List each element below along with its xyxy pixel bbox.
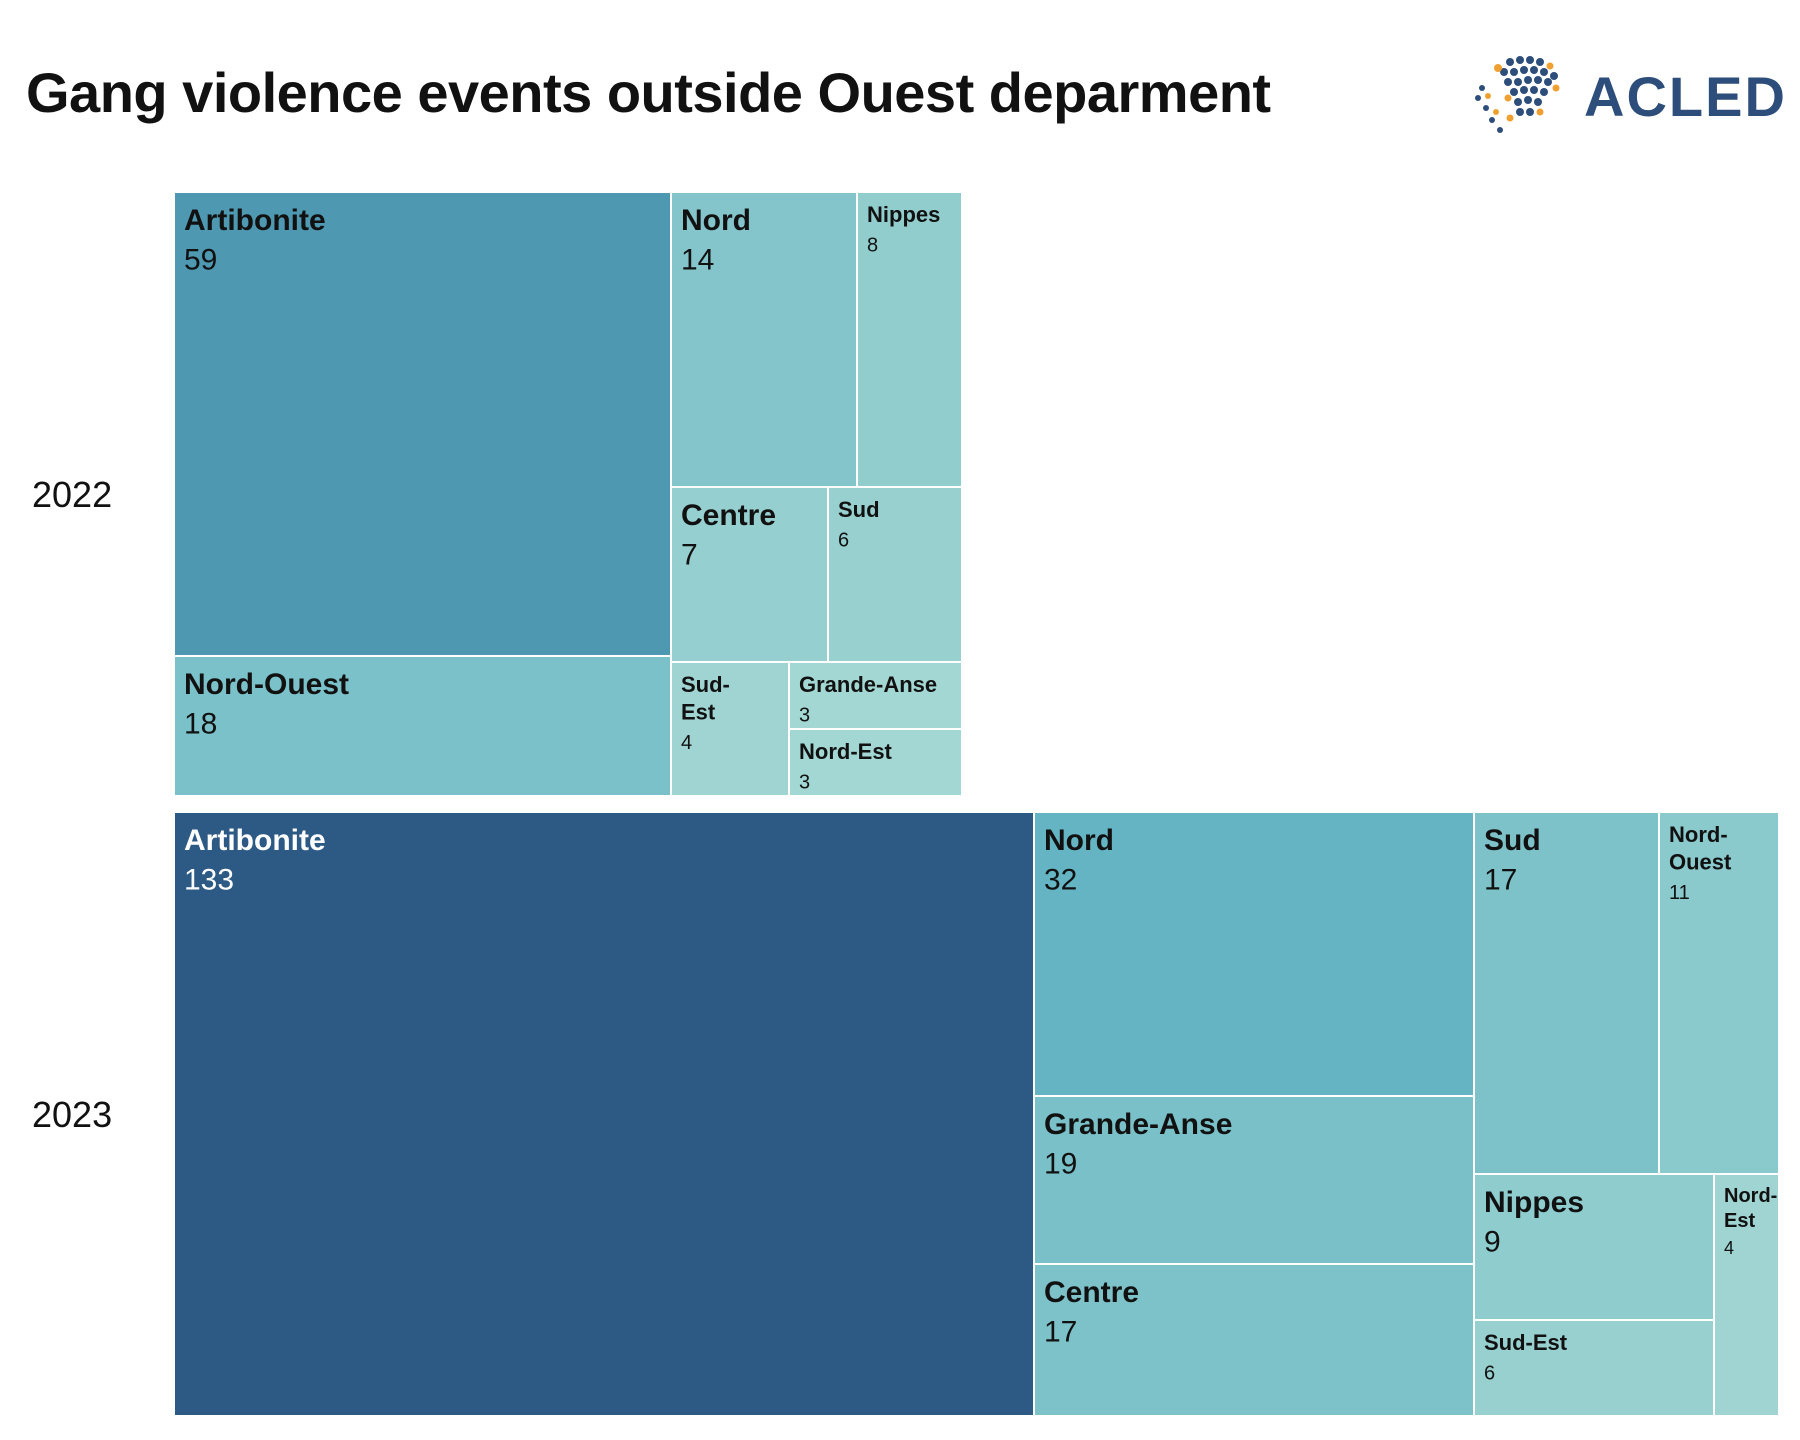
- cell-label: Nord-Ouest: [184, 668, 349, 701]
- cell-value: 4: [1724, 1238, 1734, 1258]
- treemap-rect: [1473, 811, 1660, 1175]
- cell-value: 7: [681, 539, 698, 572]
- cell-value: 6: [838, 530, 849, 552]
- treemap-cell-2022-nord-ouest: Nord-Ouest 18: [173, 655, 672, 797]
- treemap-rect: [173, 191, 672, 657]
- cell-value: 32: [1044, 864, 1077, 897]
- treemap-cell-2023-nord-est: Nord- Est 4: [1713, 1173, 1780, 1417]
- treemap-rect: [1473, 1173, 1715, 1321]
- treemap-cell-2023-centre: Centre 17: [1033, 1263, 1475, 1417]
- treemap-rect: [856, 191, 963, 488]
- acled-logo: ACLED: [1458, 48, 1788, 144]
- cell-label: Sud: [838, 497, 880, 522]
- cell-value: 18: [184, 708, 217, 741]
- treemap-rect: [670, 191, 858, 488]
- cell-value: 59: [184, 244, 217, 277]
- treemap-rect: [788, 661, 963, 730]
- cell-label: Nord-: [1724, 1185, 1777, 1207]
- treemap-cell-2023-grande-anse: Grande-Anse 19: [1033, 1095, 1475, 1265]
- treemap-cell-2022-nord-est: Nord-Est 3: [788, 728, 963, 797]
- treemap-cell-2022-nord: Nord 14: [670, 191, 858, 488]
- treemap-cell-2022-sud: Sud 6: [827, 486, 963, 663]
- group-label-2023: 2023: [32, 1094, 113, 1135]
- cell-value: 11: [1669, 882, 1690, 904]
- treemap-cell-2022-grande-anse: Grande-Anse 3: [788, 661, 963, 730]
- treemap-rect: [788, 728, 963, 797]
- cell-label: Nippes: [867, 202, 940, 227]
- cell-value: 3: [799, 772, 810, 794]
- treemap-cell-2023-nord: Nord 32: [1033, 811, 1475, 1097]
- cell-value: 9: [1484, 1226, 1501, 1259]
- cell-label: Ouest: [1669, 850, 1732, 875]
- treemap-cell-2023-sud-est: Sud-Est 6: [1473, 1319, 1715, 1417]
- treemap-cell-2022-sud-est: Sud- Est 4: [670, 661, 790, 797]
- cell-label: Sud: [1484, 824, 1541, 857]
- cell-label: Est: [681, 700, 716, 725]
- treemap-rect: [670, 661, 790, 797]
- cell-value: 3: [799, 705, 810, 727]
- cell-value: 133: [184, 864, 234, 897]
- treemap-cell-2023-nippes: Nippes 9: [1473, 1173, 1715, 1321]
- cell-value: 19: [1044, 1148, 1077, 1181]
- cell-value: 17: [1484, 864, 1517, 897]
- treemap-cell-2023-sud: Sud 17: [1473, 811, 1660, 1175]
- cell-value: 6: [1484, 1363, 1495, 1385]
- cell-label: Nippes: [1484, 1186, 1584, 1219]
- treemap-cell-2023-artibonite: Artibonite 133: [173, 811, 1035, 1417]
- cell-value: 8: [867, 235, 878, 257]
- cell-value: 14: [681, 244, 714, 277]
- cell-label: Artibonite: [184, 204, 326, 237]
- cell-label: Artibonite: [184, 824, 326, 857]
- cell-label: Nord-: [1669, 822, 1728, 847]
- cell-value: 17: [1044, 1316, 1077, 1349]
- cell-label: Centre: [1044, 1276, 1139, 1309]
- acled-logo-text: ACLED: [1584, 65, 1787, 128]
- cell-label: Sud-Est: [1484, 1330, 1568, 1355]
- treemap-rect: [827, 486, 963, 663]
- cell-label: Sud-: [681, 672, 730, 697]
- globe-dots-icon: [1475, 56, 1560, 133]
- cell-label: Grande-Anse: [799, 672, 937, 697]
- treemap-cell-2022-centre: Centre 7: [670, 486, 829, 663]
- cell-label: Nord: [1044, 824, 1114, 857]
- group-label-2022: 2022: [32, 474, 113, 515]
- treemap-rect: [1658, 811, 1780, 1175]
- cell-label: Nord: [681, 204, 751, 237]
- treemap-cell-2023-nord-ouest: Nord- Ouest 11: [1658, 811, 1780, 1175]
- cell-value: 4: [681, 732, 692, 754]
- treemap-rect: [670, 486, 829, 663]
- treemap-rect: [1033, 1095, 1475, 1265]
- treemap-rect: [173, 811, 1035, 1417]
- treemap-rect: [1033, 811, 1475, 1097]
- treemap-cell-2022-artibonite: Artibonite 59: [173, 191, 672, 657]
- chart-title: Gang violence events outside Ouest depar…: [26, 61, 1271, 124]
- treemap-cell-2022-nippes: Nippes 8: [856, 191, 963, 488]
- treemap-rect: [1033, 1263, 1475, 1417]
- treemap-rect: [1713, 1173, 1780, 1417]
- cell-label: Est: [1724, 1210, 1755, 1232]
- cell-label: Nord-Est: [799, 739, 893, 764]
- cell-label: Grande-Anse: [1044, 1108, 1232, 1141]
- treemap-rect: [173, 655, 672, 797]
- cell-label: Centre: [681, 499, 776, 532]
